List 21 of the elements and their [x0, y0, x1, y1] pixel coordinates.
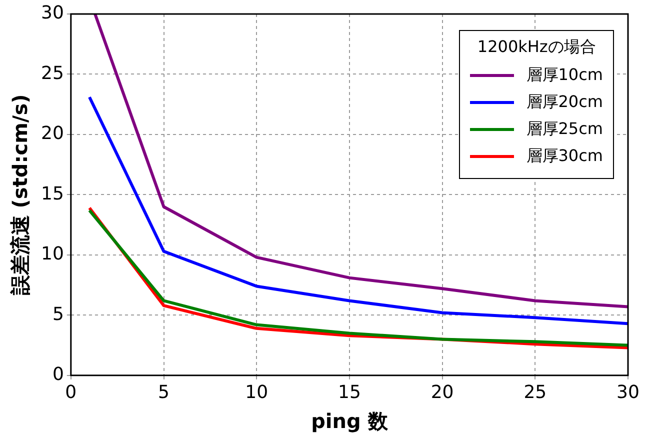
y-tick-label: 0	[52, 364, 64, 386]
x-tick-label: 5	[158, 382, 170, 403]
x-tick-label: 20	[430, 382, 454, 403]
legend-label: 層厚20cm	[526, 92, 603, 113]
legend-label: 層厚10cm	[526, 65, 603, 86]
x-tick-label: 25	[524, 382, 547, 403]
x-tick-label: 30	[616, 382, 640, 403]
y-tick-label: 30	[41, 2, 64, 24]
x-axis-title: ping 数	[311, 409, 389, 434]
x-tick-label: 10	[245, 382, 268, 403]
legend-label: 層厚25cm	[526, 119, 603, 140]
y-tick-label: 5	[52, 304, 64, 325]
x-tick-label: 15	[338, 382, 361, 403]
y-tick-label: 20	[41, 123, 64, 144]
legend-label: 層厚30cm	[526, 146, 603, 167]
y-axis-title: 誤差流速 (std:cm/s)	[8, 94, 32, 296]
legend-title: 1200kHzの場合	[476, 37, 597, 58]
y-tick-label: 15	[41, 183, 64, 204]
y-tick-label: 25	[41, 62, 64, 84]
x-tick-label: 0	[65, 382, 77, 403]
y-tick-label: 10	[41, 244, 64, 265]
